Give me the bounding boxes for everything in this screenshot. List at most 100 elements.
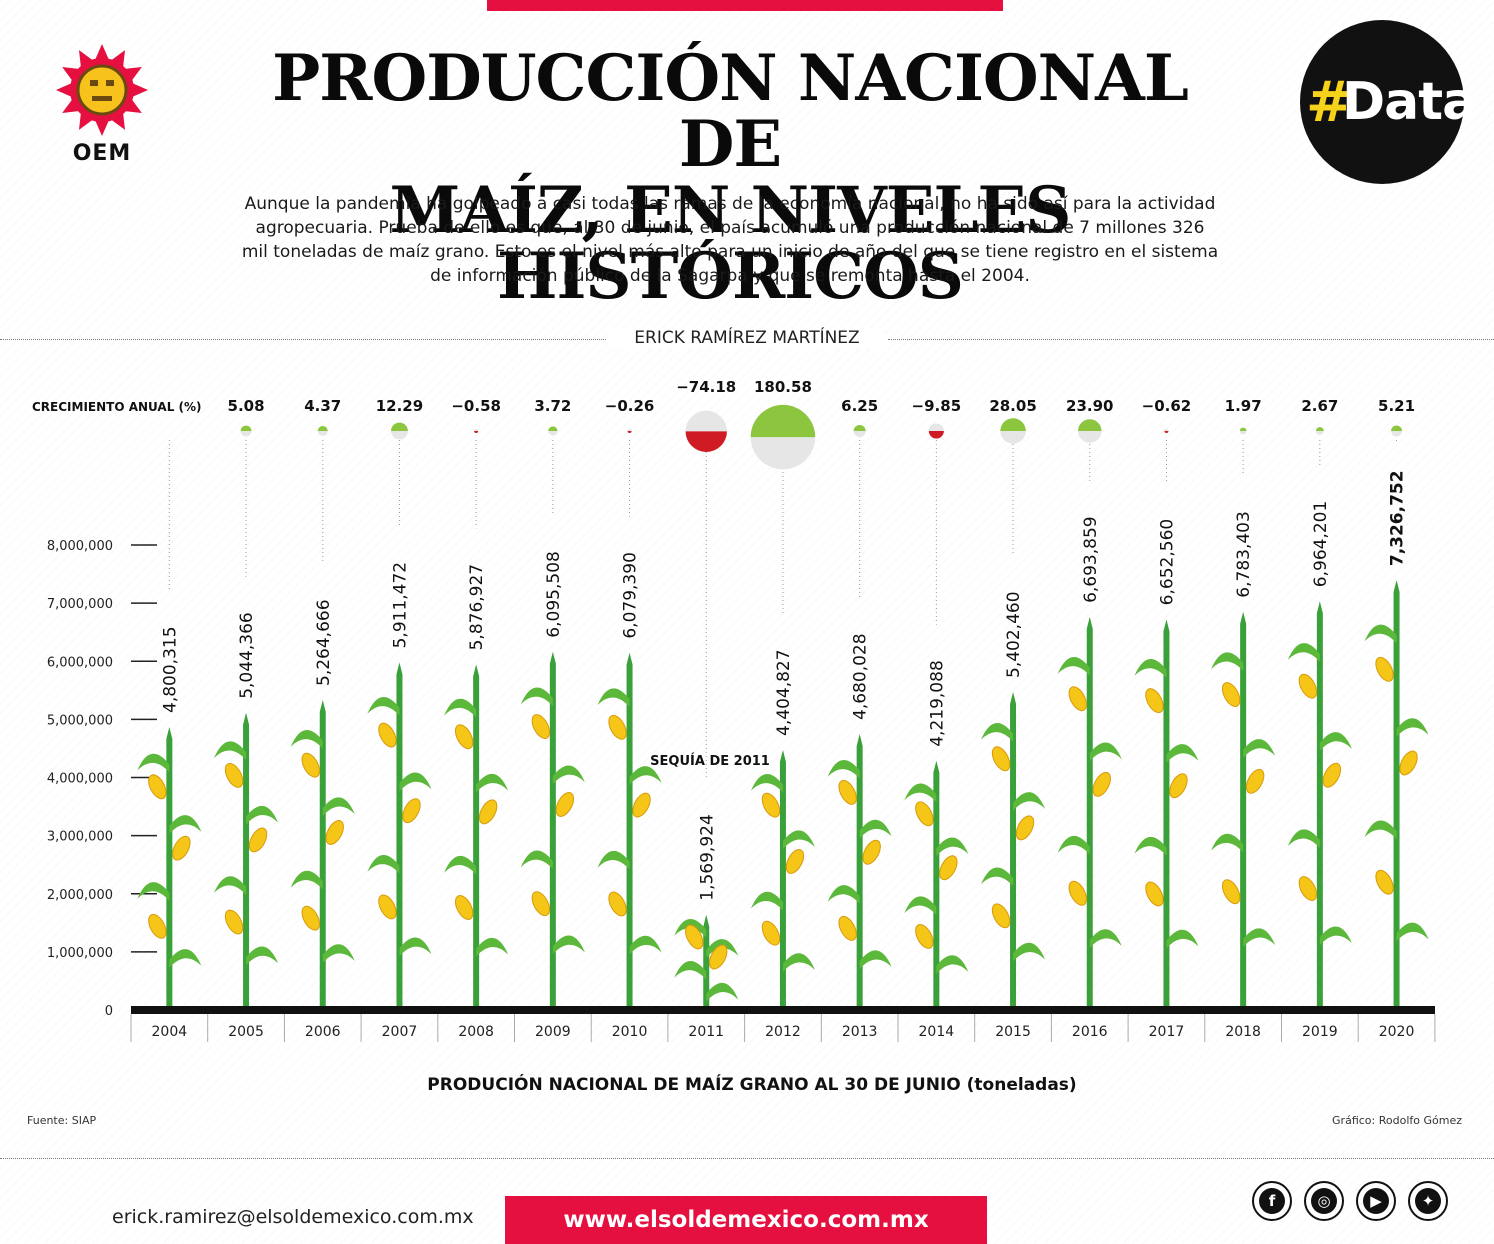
bubble-half (627, 431, 632, 433)
y-tick-label: 0 (105, 1004, 113, 1019)
corn-leaf (936, 837, 969, 857)
corn-leaf (1211, 833, 1244, 853)
corn-plant-bar (520, 651, 585, 1010)
growth-bubble: 2.67 (1301, 397, 1338, 435)
growth-label: −0.58 (451, 397, 501, 415)
corn-plant-bar (750, 749, 815, 1010)
corn-leaf (444, 855, 477, 875)
corn-cob (478, 799, 498, 825)
growth-bubble: 3.72 (534, 397, 571, 436)
value-label: 5,264,666 (314, 599, 334, 686)
corn-leaf (1396, 922, 1429, 942)
corn-plant-bar (1134, 619, 1199, 1010)
corn-leaf (859, 950, 892, 970)
corn-cob (1145, 881, 1164, 907)
bubble-half (928, 431, 944, 439)
x-tick-label: 2012 (765, 1024, 801, 1040)
growth-bubble: 1.97 (1225, 397, 1262, 435)
corn-cob (378, 894, 397, 920)
value-label: 5,911,472 (390, 562, 410, 649)
corn-cob (301, 752, 320, 778)
twitter-icon[interactable]: ✦ (1408, 1181, 1448, 1221)
x-tick-label: 2004 (152, 1024, 188, 1040)
growth-label: 6.25 (841, 397, 878, 415)
corn-cob (1245, 768, 1265, 794)
facebook-icon[interactable]: f (1252, 1181, 1292, 1221)
corn-cob (172, 835, 191, 861)
corn-leaf (1211, 652, 1244, 672)
growth-bubble: 5.08 (228, 397, 265, 437)
corn-leaf (706, 939, 739, 958)
youtube-icon[interactable]: ▶ (1356, 1181, 1396, 1221)
corn-leaf (1013, 942, 1046, 962)
corn-cob (939, 855, 958, 881)
corn-cob (685, 924, 704, 950)
bubble-half (1239, 427, 1247, 431)
corn-leaf (597, 688, 630, 708)
corn-cob (608, 891, 627, 917)
corn-cob (531, 714, 551, 739)
instagram-icon[interactable]: ◎ (1304, 1181, 1344, 1221)
x-tick-label: 2015 (995, 1024, 1031, 1040)
corn-leaf (1287, 643, 1320, 662)
corn-cob (761, 792, 781, 818)
growth-label: 12.29 (376, 397, 423, 415)
corn-leaf (1364, 624, 1397, 644)
value-label: 6,783,403 (1234, 511, 1254, 598)
corn-plant-bar (367, 662, 432, 1010)
growth-label: −74.18 (676, 378, 736, 396)
corn-stalk (856, 733, 863, 1010)
corn-leaf (1319, 926, 1352, 946)
value-label: 6,095,508 (544, 551, 564, 638)
corn-stalk (243, 712, 250, 1010)
corn-stalk (779, 749, 786, 1010)
corn-cob (1068, 686, 1087, 712)
x-axis-baseline (131, 1006, 1435, 1014)
bubble-half (474, 431, 479, 433)
value-label: 4,800,315 (160, 626, 180, 713)
corn-cob (325, 820, 344, 845)
corn-leaf (1057, 656, 1090, 676)
corn-leaf (904, 783, 937, 803)
corn-cob (224, 909, 244, 935)
growth-bubble: 180.58 (750, 378, 816, 470)
corn-leaf (444, 698, 477, 718)
byline-rule-left (0, 339, 606, 340)
corn-leaf (322, 797, 355, 817)
corn-stalk (396, 662, 403, 1010)
corn-leaf (1057, 835, 1090, 855)
growth-bubble: 5.21 (1378, 397, 1415, 437)
corn-leaf (629, 766, 662, 785)
corn-leaf (706, 982, 739, 1002)
corn-leaf (859, 819, 892, 839)
corn-cob (1092, 771, 1111, 797)
x-tick-label: 2013 (842, 1024, 878, 1040)
corn-cob (709, 944, 728, 970)
growth-label: −9.85 (912, 397, 962, 415)
growth-label: −0.62 (1142, 397, 1192, 415)
corn-leaf (169, 815, 202, 834)
y-tick-label: 8,000,000 (47, 539, 113, 554)
growth-label: 2.67 (1301, 397, 1338, 415)
corn-plant-bar (597, 652, 662, 1010)
growth-label: 1.97 (1225, 397, 1262, 415)
corn-leaf (981, 867, 1014, 887)
growth-label: 4.37 (304, 397, 341, 415)
corn-leaf (981, 722, 1014, 742)
corn-leaf (214, 741, 247, 760)
value-label: 4,219,088 (927, 660, 947, 747)
value-label: 4,680,028 (851, 633, 871, 720)
author-email[interactable]: erick.ramirez@elsoldemexico.com.mx (112, 1206, 474, 1228)
corn-plant-bar (904, 760, 969, 1010)
intro-paragraph: Aunque la pandemia ha golpeado a casi to… (241, 194, 1219, 286)
bubble-half (1164, 431, 1169, 433)
bubble-half (317, 425, 328, 431)
growth-label: 3.72 (534, 397, 571, 415)
value-label: 6,964,201 (1311, 501, 1331, 588)
corn-leaf (827, 759, 860, 779)
corn-leaf (1396, 718, 1429, 737)
corn-plant-bar (290, 699, 355, 1010)
corn-leaf (552, 765, 585, 785)
website-link[interactable]: www.elsoldemexico.com.mx (505, 1196, 987, 1244)
corn-leaf (1243, 928, 1276, 948)
